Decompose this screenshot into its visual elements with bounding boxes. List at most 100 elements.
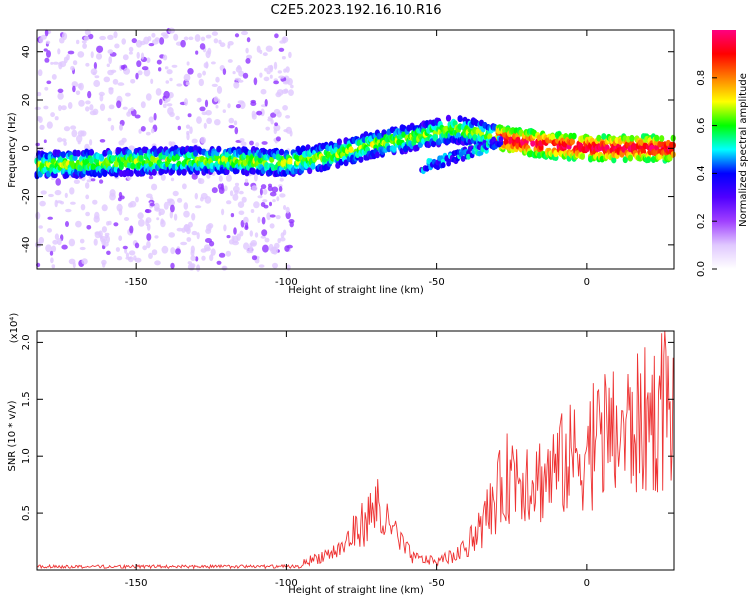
spectrogram-noise-cell	[191, 213, 196, 221]
spectrogram-noise-cell	[107, 117, 112, 122]
spectrogram-noise-cell	[46, 121, 53, 129]
spectrogram-noise-cell	[122, 54, 129, 61]
spectrogram-noise-cell	[118, 124, 123, 131]
spectrogram-noise-cell	[76, 39, 80, 45]
x-tick-label: -100	[275, 578, 298, 589]
spectrogram-noise-cell	[225, 174, 232, 182]
spectrogram-noise-cell	[83, 36, 90, 41]
spectrogram-noise-cell	[98, 230, 103, 238]
spectrogram-ridge-cell	[374, 151, 380, 159]
spectrogram-noise-cell	[284, 245, 290, 252]
spectrogram-noise-cell	[177, 197, 183, 203]
spectrogram-noise-cell	[64, 192, 68, 198]
spectrogram-noise-cell	[51, 264, 56, 269]
spectrogram-noise-cell	[68, 238, 76, 247]
spectrogram-noise-cell	[166, 198, 174, 202]
spectrogram-noise-cell	[78, 99, 85, 107]
spectrogram-noise-cell	[154, 235, 159, 239]
spectrogram-noise-cell	[183, 36, 189, 41]
spectrogram-noise-cell	[254, 232, 259, 238]
spectrogram-noise-cell	[185, 124, 191, 129]
spectrogram-noise-cell	[164, 66, 169, 70]
spectrogram-noise-cell	[289, 221, 294, 228]
spectrogram-noise-cell	[69, 187, 75, 195]
spectrogram-noise-cell	[145, 131, 151, 136]
snr-panel: -150 -100 -50 0 0.5 1.0 1.5 2.0 Height of stra…	[7, 313, 675, 596]
spectrogram-noise-cell	[44, 57, 50, 63]
spectrogram-noise-cell	[213, 38, 219, 44]
spectrogram-noise-cell	[57, 48, 61, 55]
spectrogram-ridge-cell	[72, 154, 78, 162]
spectrogram-noise-cell	[148, 252, 153, 259]
spectrogram-noise-cell	[223, 224, 227, 232]
spectrogram-noise-cell	[173, 213, 178, 221]
spectrogram-noise-cell	[260, 235, 266, 239]
spectrogram-noise-cell	[39, 200, 46, 207]
spectrogram-ridge-cell	[75, 149, 81, 157]
spectrogram-noise-cell	[57, 88, 64, 94]
spectrogram-ridge-cell	[310, 163, 316, 170]
spectrogram-noise-cell	[219, 42, 226, 48]
spectrogram-noise-cell	[116, 256, 123, 261]
spectrogram-ridge-cell	[601, 133, 607, 140]
spectrogram-noise-cell	[232, 193, 239, 201]
spectrogram-noise-cell	[203, 62, 209, 69]
spectrogram-noise-cell	[251, 255, 258, 261]
spectrogram-x-axis-title: Height of straight line (km)	[288, 285, 424, 296]
spectrogram-noise-cell	[277, 238, 282, 244]
colorbar: 0.0 0.2 0.4 0.6 0.8 Normalized spectral ampl…	[696, 30, 749, 277]
spectrogram-noise-cell	[128, 51, 133, 55]
spectrogram-noise-cell	[277, 70, 282, 74]
snr-x-ticks: -150 -100 -50 0	[125, 331, 590, 589]
spectrogram-noise-cell	[38, 236, 45, 244]
spectrogram-noise-cell	[201, 111, 208, 116]
spectrogram-noise-cell	[149, 202, 155, 207]
spectrogram-noise-cell	[227, 103, 231, 109]
spectrogram-noise-cell	[90, 68, 98, 75]
spectrogram-noise-cell	[285, 206, 290, 214]
spectrogram-noise-cell	[156, 217, 160, 221]
spectrogram-noise-cell	[85, 182, 90, 189]
spectrogram-ridge-cell	[90, 163, 96, 171]
spectrogram-noise-cell	[267, 185, 273, 192]
snr-x-axis-title: Height of straight line (km)	[288, 585, 424, 596]
spectrogram-noise-cell	[57, 92, 64, 100]
spectrogram-noise-cell	[243, 216, 249, 224]
spectrogram-noise-cell	[155, 88, 162, 96]
spectrogram-noise-cell	[63, 141, 67, 146]
spectrogram-noise-cell	[199, 43, 206, 50]
spectrogram-noise-cell	[106, 250, 111, 255]
spectrogram-noise-cell	[162, 103, 167, 108]
spectrogram-noise-cell	[211, 83, 218, 87]
spectrogram-noise-cell	[77, 51, 85, 58]
spectrogram-noise-cell	[90, 51, 94, 59]
spectrogram-noise-cell	[256, 110, 263, 116]
spectrogram-noise-cell	[215, 104, 219, 109]
spectrogram-noise-cell	[282, 229, 287, 236]
spectrogram-ridge-cell	[640, 148, 647, 155]
spectrogram-noise-cell	[101, 259, 107, 265]
spectrogram-noise-cell	[278, 186, 283, 192]
spectrogram-noise-cell	[52, 239, 59, 245]
spectrogram-noise-cell	[45, 40, 51, 45]
spectrogram-noise-cell	[191, 138, 198, 144]
spectrogram-noise-cell	[79, 238, 85, 244]
spectrogram-ridge-cell	[300, 145, 306, 153]
spectrogram-noise-cell	[65, 208, 72, 213]
spectrogram-noise-cell	[137, 70, 143, 76]
spectrogram-ridge-cell	[515, 136, 521, 144]
spectrogram-noise-cell	[288, 51, 292, 59]
spectrogram-branch-cell	[498, 136, 504, 143]
spectrogram-noise-cell	[85, 106, 90, 112]
spectrogram-noise-cell	[223, 185, 228, 192]
spectrogram-noise-cell	[262, 199, 268, 203]
spectrogram-ridge-cell	[670, 141, 676, 149]
spectrogram-noise-cell	[238, 210, 245, 216]
spectrogram-noise-cell	[262, 244, 269, 253]
spectrogram-noise-cell	[75, 220, 82, 228]
spectrogram-noise-cell	[265, 45, 273, 52]
spectrogram-noise-cell	[274, 33, 279, 39]
spectrogram-noise-cell	[170, 262, 175, 269]
spectrogram-noise-cell	[183, 202, 189, 210]
spectrogram-noise-cell	[264, 67, 268, 72]
